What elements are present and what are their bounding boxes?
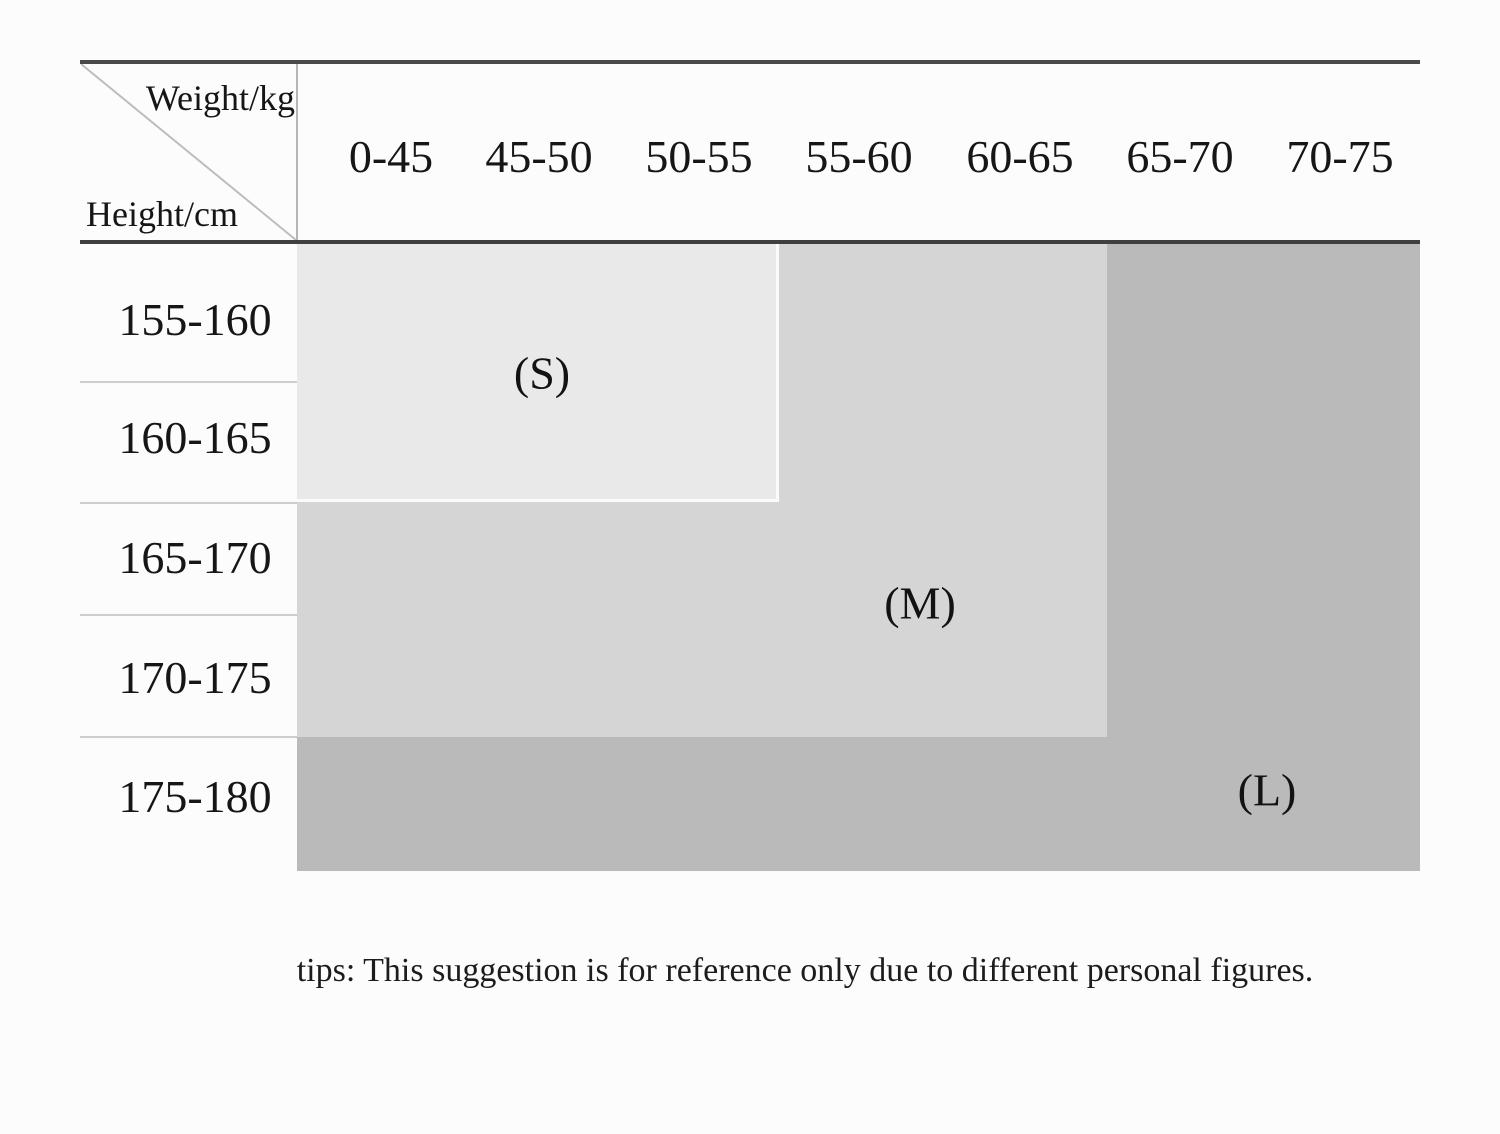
header-vertical-divider: [296, 64, 298, 240]
row-header-height: 175-180: [118, 771, 272, 822]
row-header-height: 170-175: [118, 652, 272, 703]
corner-diagonal-line: [81, 64, 296, 240]
size-region-m-lower: [297, 502, 779, 737]
column-header-weight: 50-55: [645, 131, 753, 182]
row-header-height: 165-170: [118, 532, 272, 583]
size-m-label: (M): [884, 577, 956, 629]
row-separator: [80, 502, 297, 504]
size-region-m-upper: [779, 244, 1107, 737]
column-header-weight: 60-65: [966, 131, 1074, 182]
size-region-s: [297, 244, 779, 502]
weight-axis-label: Weight/kg: [145, 78, 295, 118]
row-separator: [80, 381, 297, 383]
height-axis-label: Height/cm: [86, 194, 238, 234]
column-header-weight: 65-70: [1126, 131, 1234, 182]
row-header-height: 160-165: [118, 412, 272, 463]
size-region-l-right: [1107, 244, 1420, 871]
column-header-weight: 55-60: [805, 131, 913, 182]
size-s-label: (S): [513, 347, 571, 399]
column-header-weight: 70-75: [1286, 131, 1394, 182]
row-header-height: 155-160: [118, 294, 272, 345]
table-header-rule: [80, 240, 1420, 244]
size-l-label: (L): [1237, 764, 1297, 816]
column-header-weight: 0-45: [348, 131, 434, 182]
size-region-l-bottom: [297, 737, 1107, 871]
column-header-weight: 45-50: [485, 131, 593, 182]
row-separator: [80, 614, 297, 616]
table-top-rule: [80, 60, 1420, 64]
reference-tip-text: tips: This suggestion is for reference o…: [296, 952, 1314, 989]
row-separator: [80, 736, 297, 738]
